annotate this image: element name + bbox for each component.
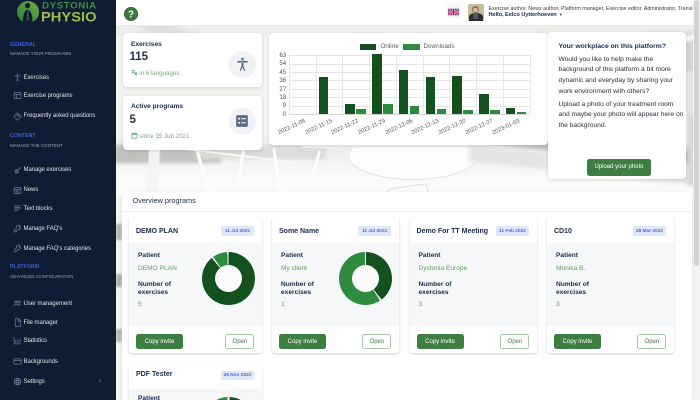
svg-text:?: ?	[127, 10, 133, 21]
